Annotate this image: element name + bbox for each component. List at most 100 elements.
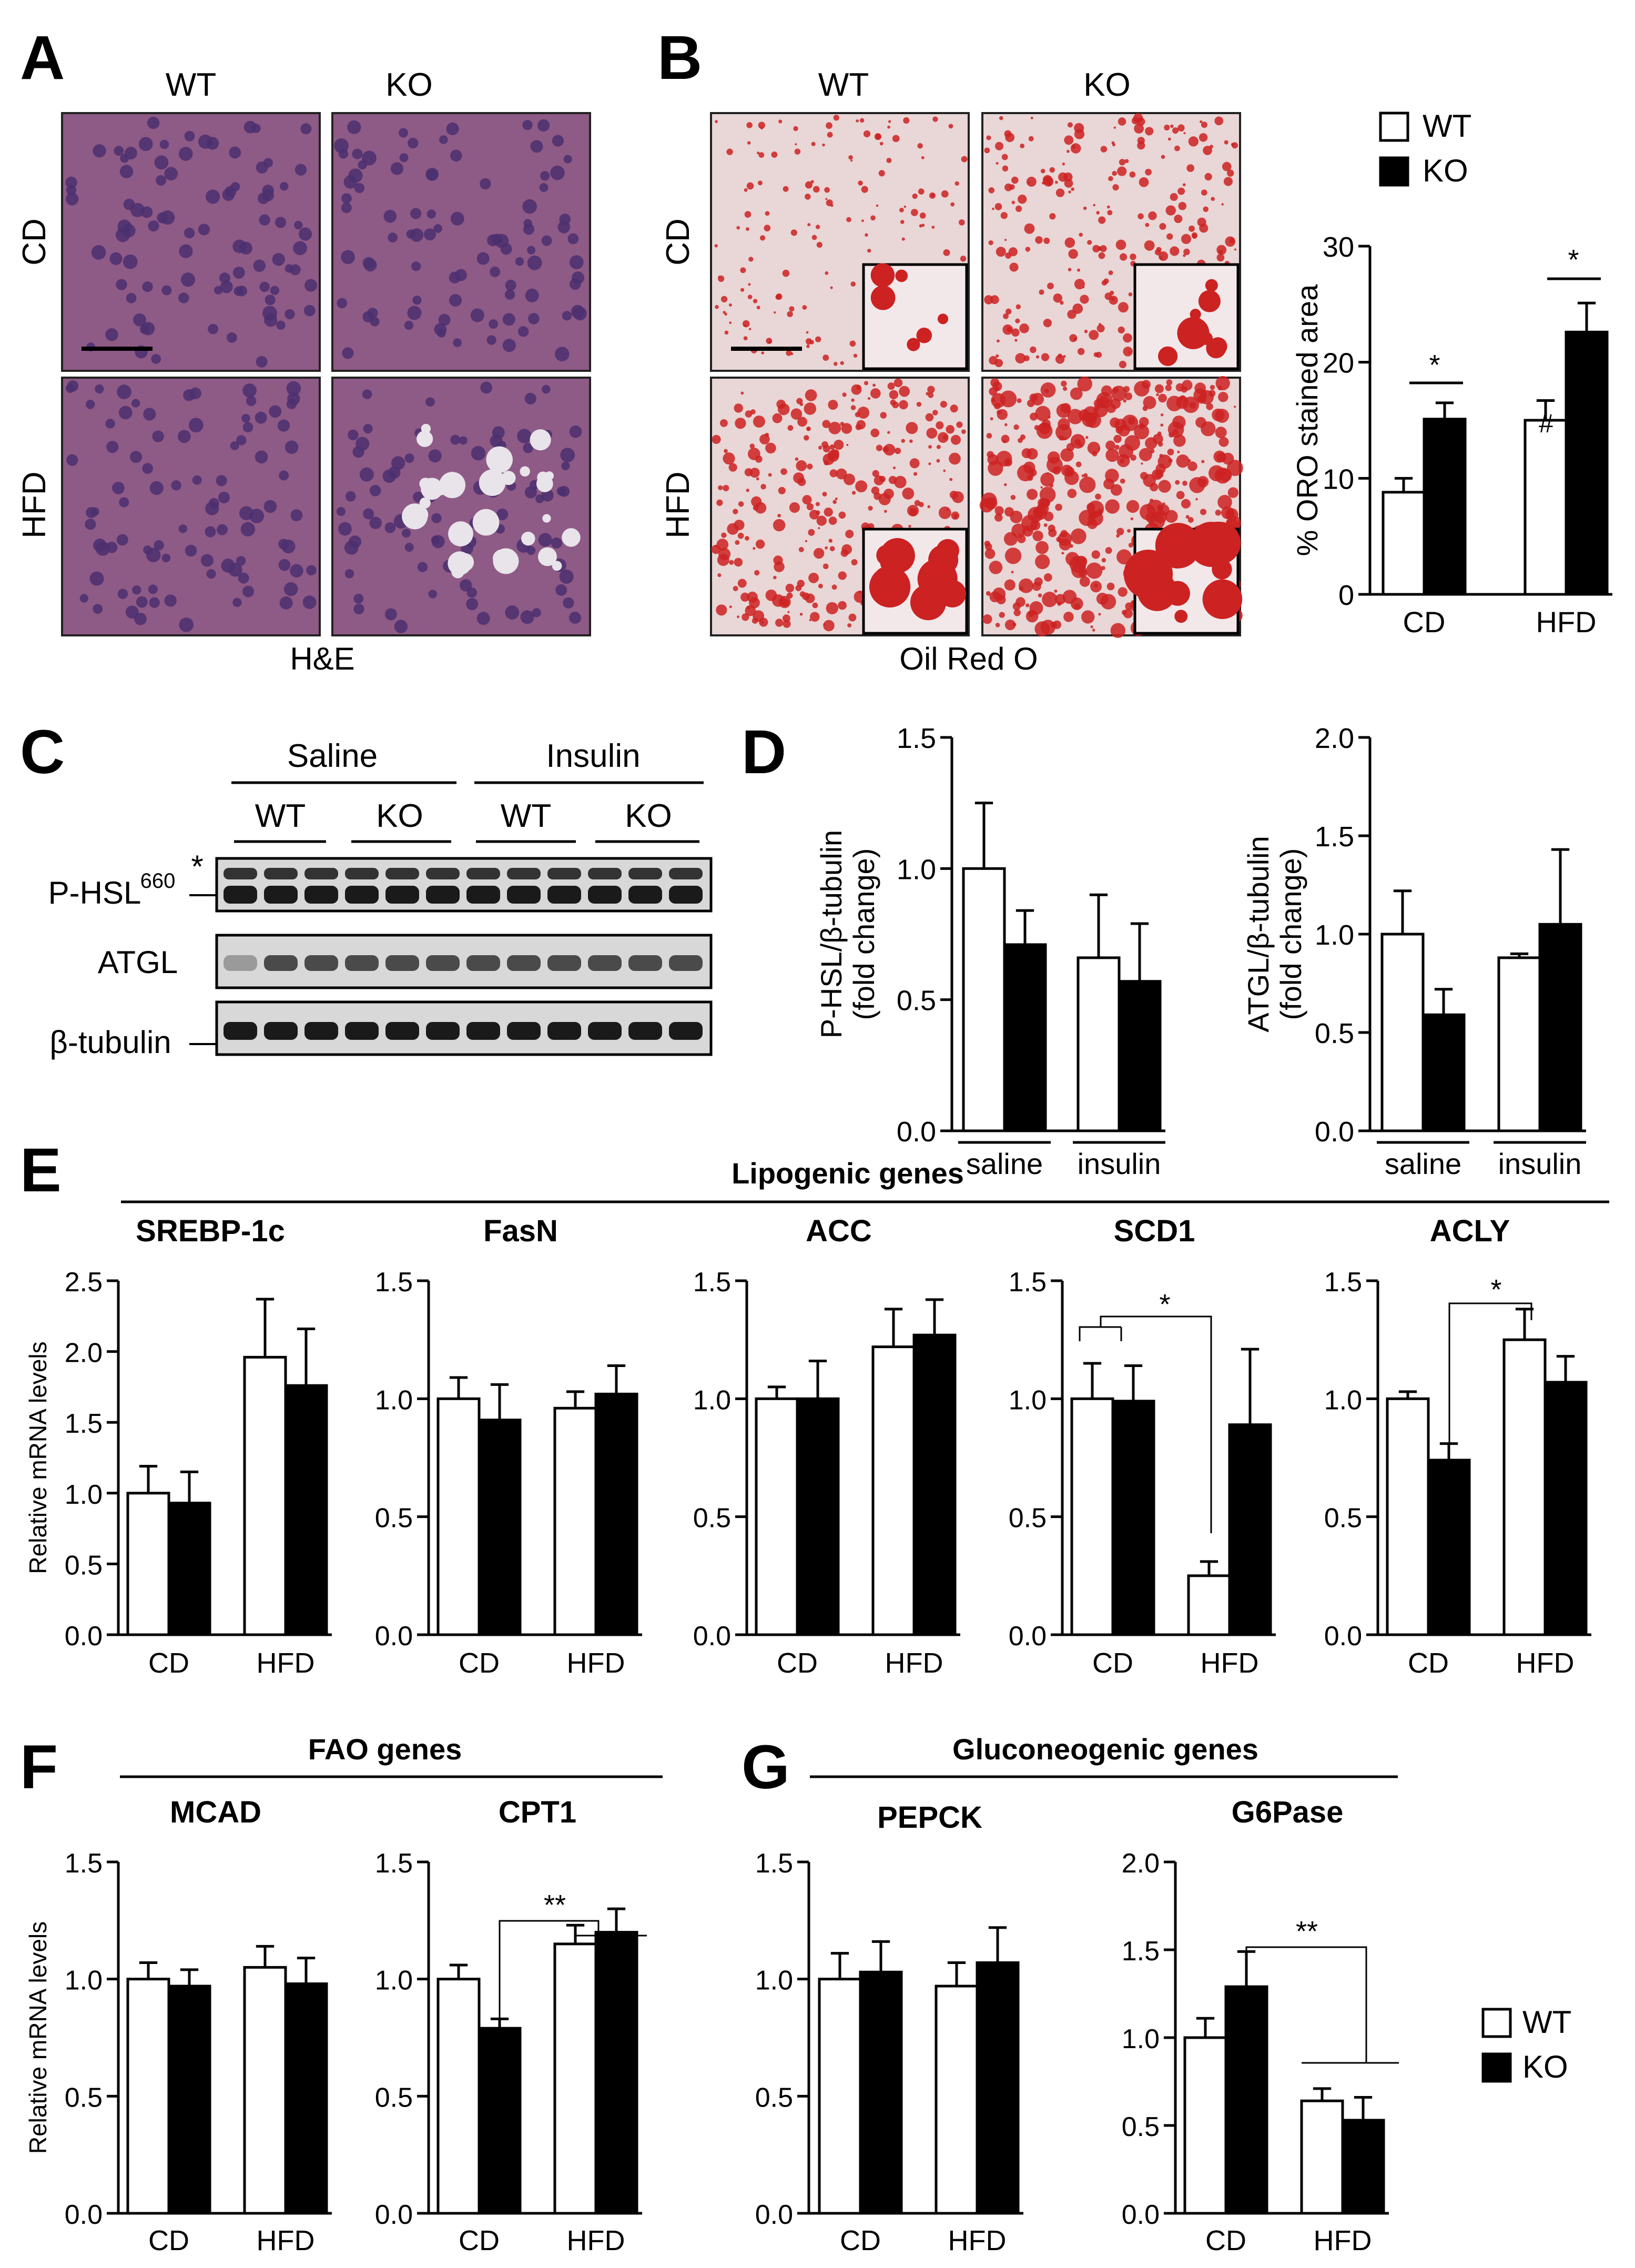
bar-G2-WT-CD — [1183, 2036, 1227, 2215]
oro-lipid-droplet — [856, 420, 866, 430]
oro-lipid-droplet — [1231, 142, 1238, 149]
he-nucleus — [490, 266, 501, 277]
oro-lipid-droplet — [1177, 187, 1185, 195]
he-nucleus — [431, 513, 442, 523]
bar-D2-WT-insulin — [1497, 956, 1541, 1132]
oro-lipid-droplet — [789, 306, 795, 312]
oro-lipid-droplet — [1234, 406, 1236, 408]
he-nucleus — [156, 175, 167, 186]
oro-lipid-droplet — [1112, 387, 1119, 393]
oro-lipid-droplet — [1201, 460, 1205, 463]
bar-G2-KO-CD — [1224, 1985, 1268, 2215]
oro-lipid-droplet — [1011, 200, 1015, 205]
oro-lipid-droplet — [1019, 578, 1033, 593]
sig-star-B-CD: * — [1429, 349, 1440, 381]
oro-lipid-droplet — [932, 410, 938, 416]
oro-lipid-droplet — [783, 620, 791, 628]
x-tick-label-E1-HFD: HFD — [257, 1647, 315, 1679]
oro-lipid-droplet — [802, 495, 812, 505]
y-tick-label-G1: 0.0 — [755, 2200, 793, 2230]
oro-lipid-droplet — [1159, 223, 1166, 230]
panelC-genotype-KO: KO — [625, 798, 672, 834]
sig-star-F2: ** — [544, 1889, 566, 1921]
he-nucleus — [105, 328, 118, 341]
blot-label-tubulin: β-tubulin — [49, 1025, 171, 1060]
oro-lipid-droplet — [829, 449, 839, 459]
oro-lipid-droplet — [1105, 440, 1115, 451]
oro-lipid-droplet — [1043, 319, 1052, 328]
oro-lipid-droplet — [1166, 233, 1173, 240]
he-nucleus — [561, 461, 570, 470]
oro-lipid-droplet — [774, 311, 776, 314]
oro-lipid-droplet — [919, 224, 923, 228]
oro-lipid-droplet — [1183, 254, 1186, 257]
blot-band — [547, 868, 581, 879]
oro-lipid-droplet — [984, 147, 990, 154]
oro-lipid-droplet — [878, 493, 891, 505]
oro-lipid-droplet — [1221, 203, 1224, 206]
oro-lipid-droplet — [961, 429, 966, 434]
he-nucleus — [399, 128, 409, 138]
oro-lipid-droplet — [1166, 396, 1182, 411]
he-nucleus — [160, 210, 175, 225]
oro-lipid-droplet — [1064, 179, 1073, 188]
oro-lipid-droplet — [1056, 536, 1062, 542]
oro-lipid-droplet — [1201, 189, 1207, 196]
oro-lipid-droplet — [1105, 499, 1120, 514]
oro-lipid-droplet — [780, 468, 787, 475]
he-nucleus — [206, 189, 220, 204]
oro-lipid-droplet — [1064, 135, 1074, 145]
he-nucleus — [154, 540, 164, 551]
oro-lipid-droplet — [1038, 593, 1042, 598]
bar-D2-WT-saline — [1380, 933, 1425, 1132]
bar-E2-KO-CD — [478, 1419, 522, 1636]
oro-lipid-droplet — [876, 204, 879, 207]
y-tick-label-E1: 1.0 — [65, 1480, 103, 1510]
oro-lipid-droplet — [1116, 528, 1124, 535]
oro-lipid-droplet — [1015, 205, 1022, 212]
oro-lipid-droplet — [1105, 448, 1119, 462]
oro-lipid-droplet — [1226, 520, 1230, 524]
oro-lipid-droplet — [1062, 163, 1065, 166]
oro-inset-droplet — [917, 559, 958, 599]
blot-band — [628, 955, 662, 971]
oro-lipid-droplet — [833, 115, 839, 121]
oro-lipid-droplet — [1083, 206, 1087, 210]
x-tick-label-E3-CD: CD — [777, 1647, 818, 1679]
he-nucleus — [367, 308, 378, 319]
he-nucleus — [523, 443, 533, 453]
oro-lipid-droplet — [989, 356, 998, 365]
oro-lipid-droplet — [1097, 509, 1103, 515]
x-tick-label-B-CD: CD — [1403, 605, 1446, 639]
blot-band — [628, 868, 662, 879]
bar-B-KO-HFD — [1565, 330, 1609, 596]
blot-band — [426, 1022, 460, 1040]
he-nucleus — [417, 562, 428, 572]
oro-inset-droplet — [1198, 290, 1221, 312]
oro-lipid-droplet — [870, 428, 880, 438]
blot-band — [385, 1022, 419, 1040]
he-image-3 — [61, 377, 321, 636]
blot-band — [345, 955, 379, 971]
he-nucleus — [154, 155, 169, 170]
oro-lipid-droplet — [843, 473, 855, 485]
y-tick-label-E5: 1.5 — [1324, 1267, 1362, 1298]
oro-lipid-droplet — [1009, 262, 1019, 272]
oro-lipid-droplet — [996, 354, 999, 358]
he-nucleus — [238, 572, 249, 584]
oro-lipid-droplet — [805, 194, 811, 200]
he-nucleus — [283, 582, 298, 596]
oro-lipid-droplet — [845, 530, 854, 539]
oro-lipid-droplet — [1040, 382, 1056, 398]
oro-lipid-droplet — [903, 205, 907, 208]
oro-lipid-droplet — [1170, 246, 1180, 256]
oro-lipid-droplet — [1091, 550, 1100, 559]
blot-band — [385, 868, 419, 879]
bar-E5-KO-HFD — [1543, 1381, 1588, 1636]
he-nucleus — [363, 508, 374, 520]
bar-F2-KO-CD — [478, 2027, 522, 2215]
oro-lipid-droplet — [899, 386, 910, 397]
oro-lipid-droplet — [1166, 379, 1173, 386]
he-nucleus — [149, 481, 164, 495]
oro-lipid-droplet — [1158, 480, 1171, 493]
